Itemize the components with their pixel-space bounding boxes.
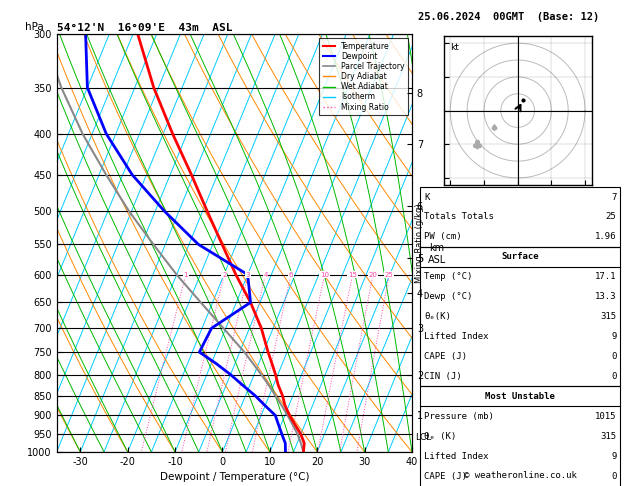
Text: 1015: 1015 xyxy=(595,412,616,421)
Text: CAPE (J): CAPE (J) xyxy=(424,471,467,481)
Text: θₑ (K): θₑ (K) xyxy=(424,432,456,441)
Text: Lifted Index: Lifted Index xyxy=(424,451,489,461)
Text: Mixing Ratio (g/kg): Mixing Ratio (g/kg) xyxy=(415,203,424,283)
Text: PW (cm): PW (cm) xyxy=(424,232,462,242)
Text: 6: 6 xyxy=(289,272,293,278)
Text: 13.3: 13.3 xyxy=(595,292,616,301)
Text: 54°12'N  16°09'E  43m  ASL: 54°12'N 16°09'E 43m ASL xyxy=(57,23,232,33)
Text: 10: 10 xyxy=(320,272,329,278)
Text: 7: 7 xyxy=(611,192,616,202)
Text: 4: 4 xyxy=(263,272,267,278)
Text: hPa: hPa xyxy=(25,22,43,32)
Text: Pressure (mb): Pressure (mb) xyxy=(424,412,494,421)
Text: Totals Totals: Totals Totals xyxy=(424,212,494,222)
Text: 315: 315 xyxy=(600,432,616,441)
Text: Most Unstable: Most Unstable xyxy=(485,392,555,401)
Text: © weatheronline.co.uk: © weatheronline.co.uk xyxy=(464,471,577,480)
Text: 20: 20 xyxy=(369,272,377,278)
Y-axis label: km
ASL: km ASL xyxy=(428,243,446,264)
Text: 9: 9 xyxy=(611,451,616,461)
Text: 2: 2 xyxy=(222,272,226,278)
Text: 0: 0 xyxy=(611,372,616,381)
Text: 0: 0 xyxy=(611,471,616,481)
Text: CAPE (J): CAPE (J) xyxy=(424,352,467,361)
Text: CIN (J): CIN (J) xyxy=(424,372,462,381)
Text: θₑ(K): θₑ(K) xyxy=(424,312,451,321)
Text: 1: 1 xyxy=(184,272,188,278)
Text: kt: kt xyxy=(450,43,459,52)
Text: 1.96: 1.96 xyxy=(595,232,616,242)
Text: 3: 3 xyxy=(246,272,250,278)
Text: 17.1: 17.1 xyxy=(595,272,616,281)
Text: 25.06.2024  00GMT  (Base: 12): 25.06.2024 00GMT (Base: 12) xyxy=(418,12,599,22)
Legend: Temperature, Dewpoint, Parcel Trajectory, Dry Adiabat, Wet Adiabat, Isotherm, Mi: Temperature, Dewpoint, Parcel Trajectory… xyxy=(320,38,408,115)
Text: Surface: Surface xyxy=(501,252,539,261)
Text: 9: 9 xyxy=(611,332,616,341)
X-axis label: Dewpoint / Temperature (°C): Dewpoint / Temperature (°C) xyxy=(160,472,309,483)
Text: 315: 315 xyxy=(600,312,616,321)
Text: K: K xyxy=(424,192,430,202)
Text: 25: 25 xyxy=(385,272,394,278)
Text: 25: 25 xyxy=(606,212,616,222)
Text: 0: 0 xyxy=(611,352,616,361)
Text: Lifted Index: Lifted Index xyxy=(424,332,489,341)
Text: LCL: LCL xyxy=(416,434,431,442)
Text: 15: 15 xyxy=(348,272,357,278)
Text: Temp (°C): Temp (°C) xyxy=(424,272,472,281)
Text: Dewp (°C): Dewp (°C) xyxy=(424,292,472,301)
